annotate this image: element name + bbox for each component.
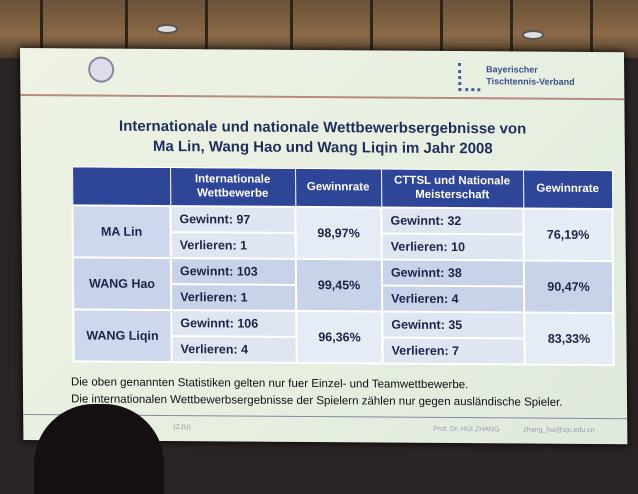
footer-author: Prof. Dr. HUI ZHANG <box>433 425 500 434</box>
nat-won: Gewinnt: 35 <box>382 311 525 339</box>
header-rate-international: Gewinnrate <box>295 168 382 208</box>
intl-lost: Verlieren: 1 <box>171 283 297 311</box>
note-2: Die internationalen Wettbewerbsergebniss… <box>71 393 563 409</box>
ceiling-light <box>156 24 178 34</box>
header-divider <box>20 94 625 101</box>
university-logo <box>88 56 115 83</box>
intl-rate: 99,45% <box>295 258 383 312</box>
header-international: Internationale Wettbewerbe <box>170 167 296 207</box>
intl-won: Gewinnt: 106 <box>171 309 297 337</box>
table-row: MA Lin Gewinnt: 97 98,97% Gewinnt: 32 76… <box>72 204 613 261</box>
nat-lost: Verlieren: 10 <box>381 233 524 261</box>
nat-won: Gewinnt: 38 <box>381 259 525 287</box>
nat-won: Gewinnt: 32 <box>381 207 524 235</box>
intl-lost: Verlieren: 4 <box>171 335 297 363</box>
intl-won: Gewinnt: 97 <box>170 205 296 233</box>
nat-rate: 83,33% <box>524 312 614 365</box>
ceiling-light <box>522 30 544 40</box>
intl-rate: 96,36% <box>296 310 383 364</box>
federation-logo <box>458 63 481 92</box>
nat-lost: Verlieren: 7 <box>382 337 525 365</box>
table-row: WANG Liqin Gewinnt: 106 96,36% Gewinnt: … <box>73 308 614 365</box>
federation-name: Bayerischer Tischtennis-Verband <box>486 64 575 87</box>
slide-title: Internationale und nationale Wettbewerbs… <box>33 116 613 160</box>
player-name: WANG Hao <box>72 256 172 310</box>
player-name: WANG Liqin <box>73 308 172 362</box>
player-name: MA Lin <box>72 204 171 258</box>
header-national: CTTSL und Nationale Meisterschaft <box>381 169 524 209</box>
title-line-2: Ma Lin, Wang Hao und Wang Liqin im Jahr … <box>152 137 493 158</box>
slide-header: Bayerischer Tischtennis-Verband <box>20 48 625 101</box>
header-rate-national: Gewinnrate <box>523 170 613 209</box>
footer-email: zhang_hui@zju.edu.cn <box>523 426 595 435</box>
intl-won: Gewinnt: 103 <box>170 257 297 285</box>
title-line-1: Internationale und nationale Wettbewerbs… <box>118 117 527 138</box>
header-player <box>72 166 171 206</box>
footnotes: Die oben genannten Statistiken gelten nu… <box>71 374 563 411</box>
projected-slide: Bayerischer Tischtennis-Verband Internat… <box>20 48 628 445</box>
nat-rate: 76,19% <box>523 208 613 261</box>
footer-left: (ZJU) <box>173 424 191 432</box>
table-row: WANG Hao Gewinnt: 103 99,45% Gewinnt: 38… <box>72 256 614 313</box>
nat-lost: Verlieren: 4 <box>382 285 525 313</box>
results-table: Internationale Wettbewerbe Gewinnrate CT… <box>71 166 615 365</box>
intl-lost: Verlieren: 1 <box>170 231 296 259</box>
intl-rate: 98,97% <box>295 206 382 260</box>
table-header: Internationale Wettbewerbe Gewinnrate CT… <box>72 166 613 209</box>
nat-rate: 90,47% <box>523 260 614 313</box>
